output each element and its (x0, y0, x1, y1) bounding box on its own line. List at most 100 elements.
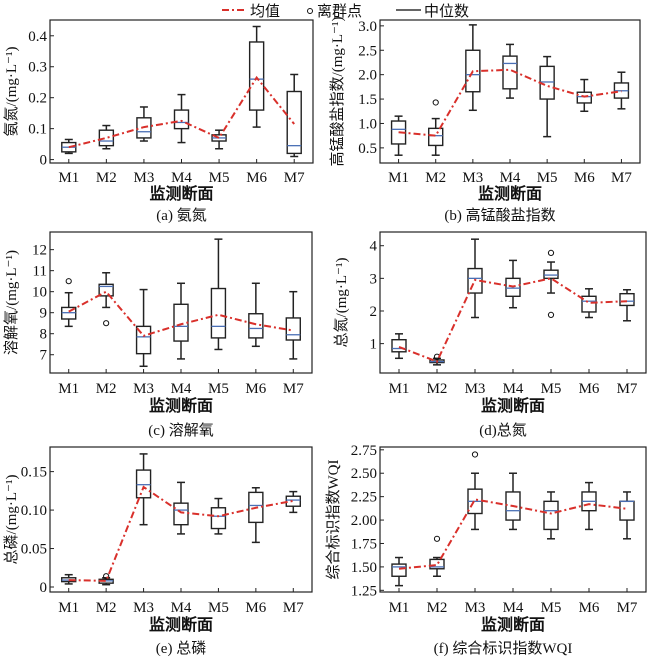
x-tick-label: M1 (388, 170, 409, 186)
x-tick-label: M3 (133, 600, 154, 616)
iqr-box (543, 269, 559, 280)
y-tick-label: 1.25 (351, 583, 377, 599)
iqr-box (429, 558, 445, 570)
iqr-box (391, 339, 407, 353)
box-M7 (285, 290, 301, 360)
box-M3 (135, 288, 152, 368)
x-tick-label: M3 (465, 600, 486, 616)
x-tick-label: M7 (617, 381, 638, 397)
y-tick-label: 1.0 (358, 116, 377, 132)
x-tick-label: M6 (579, 600, 600, 616)
iqr-box (98, 129, 115, 147)
y-tick-label: 2.25 (351, 490, 377, 506)
legend-median-label: 中位数 (424, 2, 469, 20)
panel-f: 1.25 1.50 1.75 2.00 2.25 2.50 2.75 M1 M2 M3 M4 M5 M6… (325, 443, 647, 657)
x-tick-label: M4 (500, 170, 521, 186)
x-tick-label: M1 (58, 600, 79, 616)
x-tick-label: M6 (579, 381, 600, 397)
y-axis-label: 氨氮/(mg·L⁻¹) (3, 47, 20, 137)
y-axis-label: 总磷/(mg·L⁻¹) (3, 475, 20, 565)
x-tick-label: M2 (427, 600, 448, 616)
panel-d: 1 2 3 4 M1 M2 M3 M4 M5 M6 M7 监测断面 (d)总氮 总氮/(mg·L⁻¹) (333, 231, 647, 439)
x-tick-label: M2 (96, 170, 117, 186)
iqr-box (173, 109, 190, 130)
y-axis-label: 溶解氧/(mg·L⁻¹) (3, 250, 20, 355)
x-axis-label: 监测断面 (149, 184, 213, 203)
box-M1 (390, 115, 407, 156)
y-tick-label: 12 (32, 243, 47, 259)
iqr-box (619, 500, 635, 521)
box-M1 (61, 278, 77, 328)
x-tick-label: M4 (503, 600, 524, 616)
legend-outlier-label: 离群点 (317, 2, 362, 20)
legend-outlier-marker-icon (307, 8, 313, 14)
y-tick-label: 9 (40, 306, 48, 322)
panel-b: 0.5 1.0 1.5 2.0 2.5 3.0 M1 M2 M3 M4 M5 M6 M7 监测断面 (b) … (329, 17, 641, 224)
box-M3 (467, 451, 483, 531)
x-tick-label: M6 (574, 170, 595, 186)
y-tick-label: 0.10 (21, 503, 47, 519)
x-tick-label: M3 (462, 170, 483, 186)
outlier-point (103, 320, 110, 327)
box-M5 (210, 238, 227, 351)
box-M2 (429, 535, 445, 578)
x-tick-label: M4 (171, 170, 192, 186)
x-tick-label: M1 (389, 600, 410, 616)
panel-a: 0 0.1 0.2 0.3 0.4 M1 M2 M3 M4 M5 M6 M7 监测断面 (a) 氨氮 氨氮/… (3, 19, 314, 224)
x-axis-label: 监测断面 (149, 615, 213, 634)
x-tick-label: M6 (246, 170, 267, 186)
x-tick-label: M6 (245, 600, 266, 616)
y-tick-label: 7 (40, 348, 48, 364)
box-M4 (173, 481, 189, 535)
x-axis-label: 监测断面 (149, 396, 213, 415)
box-M4 (502, 43, 518, 99)
box-M3 (467, 238, 483, 319)
y-tick-label: 2 (370, 304, 378, 320)
y-tick-label: 3 (370, 271, 378, 287)
box-M7 (619, 491, 635, 540)
iqr-box (210, 287, 227, 339)
box-M6 (581, 288, 597, 319)
mean-line (398, 498, 628, 570)
x-tick-label: M1 (58, 170, 79, 186)
panel-caption: (b) 高锰酸盐指数 (444, 207, 555, 224)
y-tick-label: 1.50 (351, 560, 377, 576)
x-tick-label: M2 (96, 381, 117, 397)
x-tick-label: M4 (171, 600, 192, 616)
outlier-point (65, 278, 72, 285)
x-axis-label: 监测断面 (481, 396, 545, 415)
box-M3 (135, 453, 152, 526)
box-M1 (391, 333, 407, 360)
box-M7 (285, 490, 301, 514)
x-tick-label: M5 (208, 600, 229, 616)
box-M3 (136, 106, 152, 142)
iqr-box (248, 313, 264, 339)
x-axis-label: 监测断面 (481, 615, 545, 634)
box-M1 (391, 556, 407, 587)
panel-caption: (d)总氮 (479, 422, 527, 439)
box-M2 (98, 272, 114, 327)
iqr-box (173, 502, 189, 526)
y-tick-label: 1 (370, 337, 378, 353)
box-M2 (428, 99, 444, 156)
y-tick-label: 0 (40, 580, 48, 596)
box-M7 (613, 71, 630, 110)
y-tick-label: 0.4 (28, 29, 47, 45)
x-tick-label: M5 (541, 381, 562, 397)
y-axis-label: 总氮/(mg·L⁻¹) (333, 258, 350, 348)
x-tick-label: M2 (425, 170, 446, 186)
x-axis-label: 监测断面 (478, 184, 542, 203)
iqr-box (135, 469, 152, 499)
box-M2 (98, 573, 114, 586)
box-M3 (465, 24, 481, 112)
y-tick-label: 0.05 (21, 542, 47, 558)
x-tick-label: M7 (284, 170, 305, 186)
y-tick-label: 2.50 (351, 466, 377, 482)
x-tick-label: M7 (283, 381, 304, 397)
x-tick-label: M4 (171, 381, 192, 397)
y-tick-label: 4 (370, 239, 378, 255)
y-tick-label: 3.0 (358, 19, 377, 35)
box-M7 (286, 73, 302, 158)
x-tick-label: M6 (245, 381, 266, 397)
